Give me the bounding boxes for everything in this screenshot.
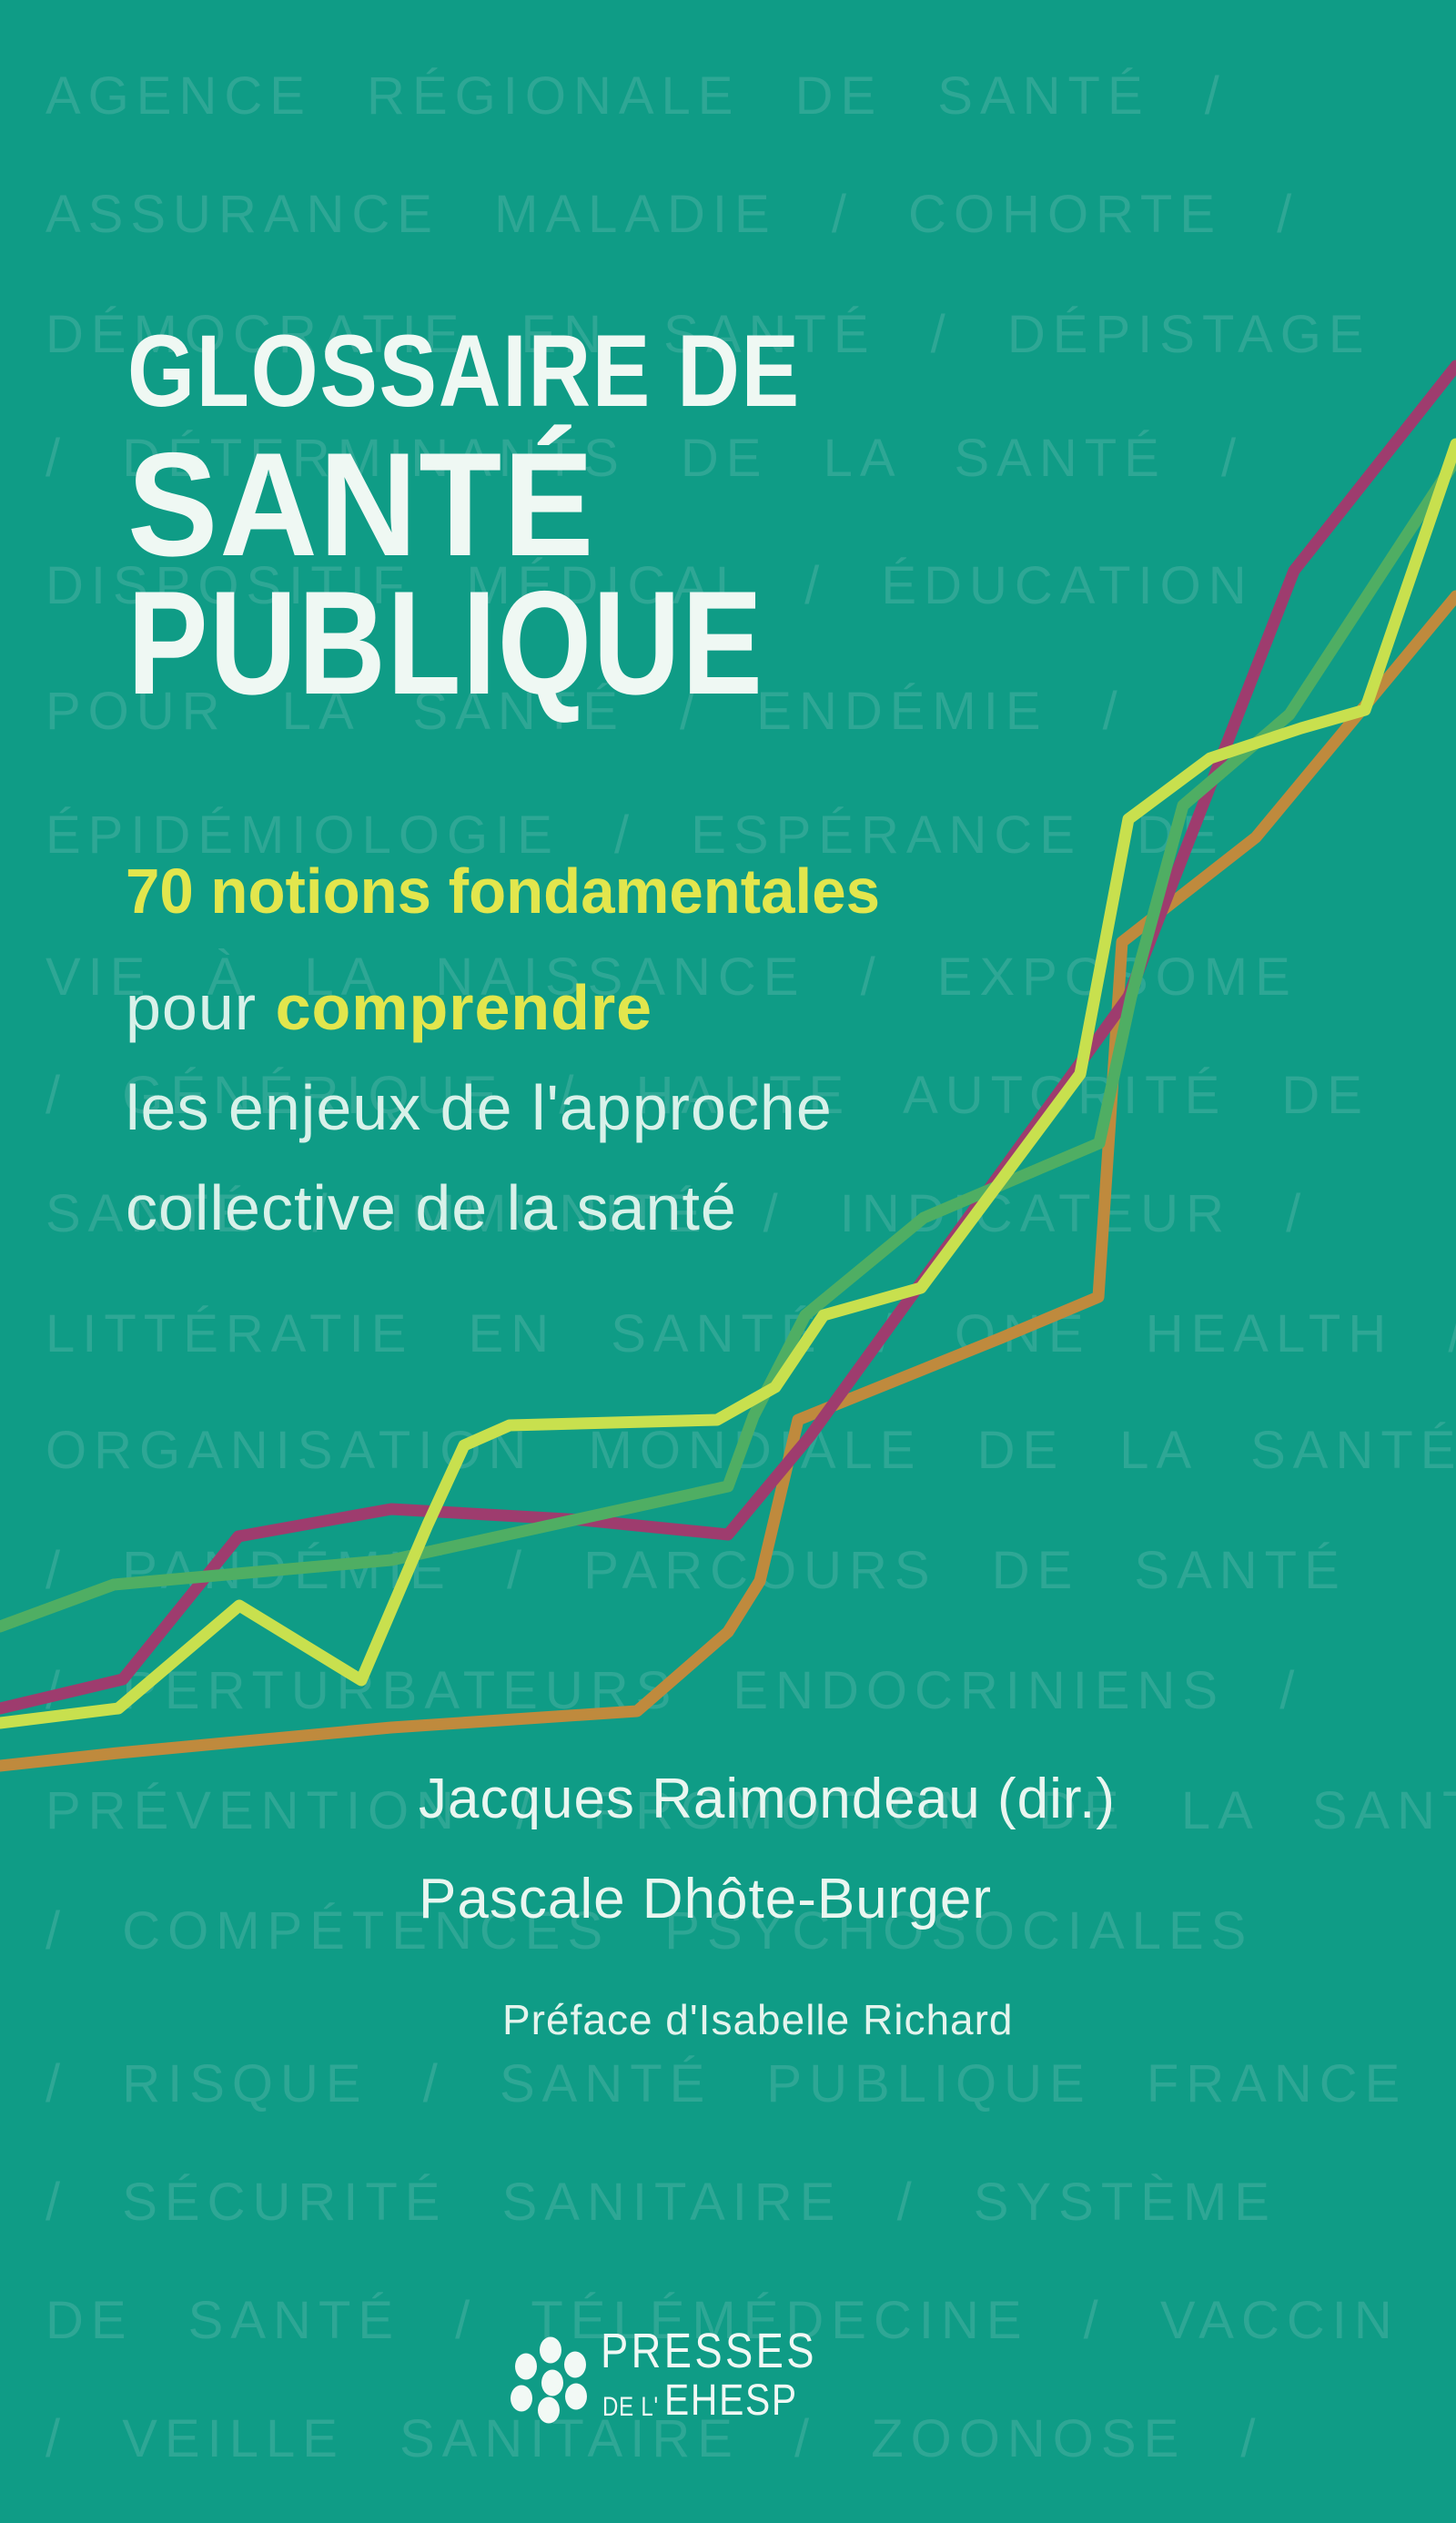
keyword-row: / DÉTERMINANTS DE LA SANTÉ / [46,429,1244,488]
ehesp-dots-logo-icon [511,2336,587,2424]
keyword-row: / SÉCURITÉ SANITAIRE / SYSTÈME [46,2173,1277,2232]
title-line-2: SANTÉ [127,422,596,587]
keyword-row: / VEILLE SANITAIRE / ZOONOSE / [46,2409,1263,2468]
chartreuse-trend-line [0,438,1456,1729]
publisher-name: PRESSES [601,2324,817,2378]
keyword-row: ÉPIDÉMIOLOGIE / ESPÉRANCE DE [46,806,1225,865]
subtitle-line-2-highlight: comprendre [275,972,653,1043]
title-line-1: GLOSSAIRE DE [127,314,801,428]
subtitle-line-2-prefix: pour [126,972,276,1043]
publisher-name-de-l: DE L' [602,2392,659,2422]
keyword-row: POUR LA SANTÉ / ENDÉMIE / [46,682,1125,741]
subtitle-line-2: pour comprendre [126,976,652,1039]
author-1: Jacques Raimondeau (dir.) [419,1768,1116,1830]
keyword-row: DISPOSITIF MÉDICAL / ÉDUCATION [46,556,1254,615]
keyword-row: ASSURANCE MALADIE / COHORTE / [46,185,1299,244]
keyword-row: LITTÉRATIE EN SANTÉ / ONE HEALTH / [46,1304,1456,1363]
keyword-row: AGENCE RÉGIONALE DE SANTÉ / [46,66,1227,126]
subtitle-line-4: collective de la santé [126,1172,737,1243]
keyword-row: SANTÉ / IMMUNITÉ / INDICATEUR / [46,1184,1309,1243]
keyword-row: / PERTURBATEURS ENDOCRINIENS / [46,1661,1302,1720]
orange-trend-line [0,590,1456,1772]
keyword-row: / RISQUE / SANTÉ PUBLIQUE FRANCE [46,2054,1408,2113]
keyword-row: / GÉNÉRIQUE / HAUTE AUTORITÉ DE [46,1066,1370,1125]
author-2: Pascale Dhôte-Burger [419,1868,992,1930]
keyword-row: DÉMOCRATIE EN SANTÉ / DÉPISTAGE [46,305,1371,364]
preface-credit: Préface d'Isabelle Richard [502,1996,1014,2043]
subtitle-line-1: 70 notions fondamentales [126,856,880,927]
publisher-name-ehesp: EHESP [664,2376,798,2425]
keyword-row: DE SANTÉ / TÉLÉMÉDECINE / VACCIN [46,2291,1400,2350]
keyword-row: PRÉVENTION / PROMOTION DE LA SANTÉ [46,1781,1456,1840]
keyword-row: VIE À LA NAISSANCE / EXPOSOME [46,947,1298,1007]
subtitle-line-3: les enjeux de l'approche [126,1072,833,1143]
green-trend-line [0,453,1456,1633]
keyword-row: / COMPÉTENCES PSYCHOSOCIALES [46,1901,1254,1961]
title-line-3: PUBLIQUE [127,561,764,725]
